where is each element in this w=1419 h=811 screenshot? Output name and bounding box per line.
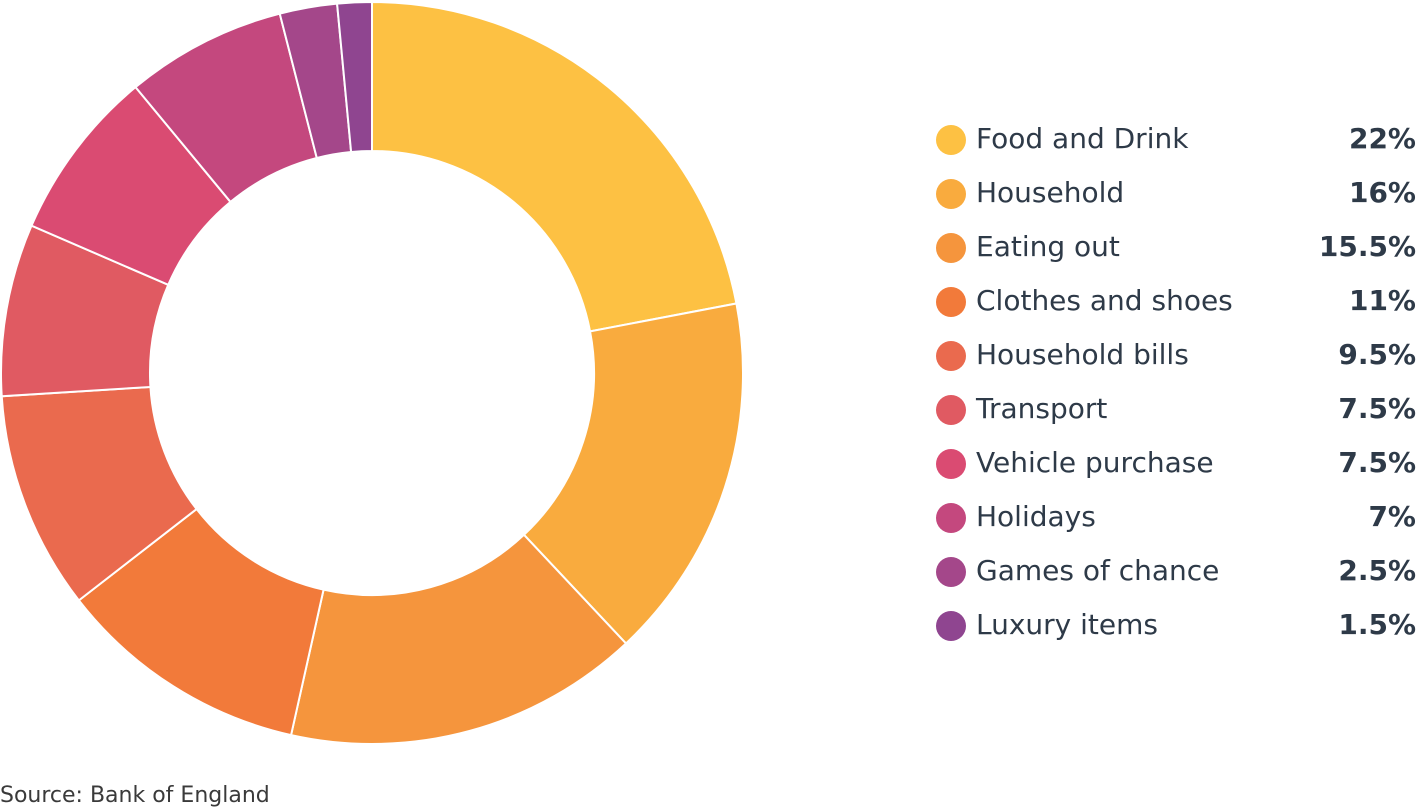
legend-label: Transport xyxy=(975,392,1107,425)
legend-label: Vehicle purchase xyxy=(976,446,1214,479)
legend-marker xyxy=(936,395,966,425)
legend-marker xyxy=(936,341,966,371)
source-note: Source: Bank of England xyxy=(0,783,270,808)
legend-label: Household xyxy=(976,176,1124,209)
legend-label: Luxury items xyxy=(976,608,1158,641)
legend-value: 7.5% xyxy=(1338,446,1416,479)
legend-value: 22% xyxy=(1349,122,1416,155)
legend-marker xyxy=(936,233,966,263)
legend-marker xyxy=(936,287,966,317)
legend-label: Household bills xyxy=(976,338,1189,371)
legend-label: Clothes and shoes xyxy=(976,284,1233,317)
legend-value: 11% xyxy=(1349,284,1416,317)
legend-value: 9.5% xyxy=(1338,338,1416,371)
donut-segment xyxy=(371,0,738,333)
legend-label: Food and Drink xyxy=(976,122,1189,155)
legend-marker xyxy=(936,125,966,155)
legend-label: Holidays xyxy=(976,500,1096,533)
legend-marker xyxy=(936,611,966,641)
legend-value: 1.5% xyxy=(1338,608,1416,641)
legend-marker xyxy=(936,503,966,533)
legend-value: 16% xyxy=(1349,176,1416,209)
legend-marker xyxy=(936,179,966,209)
legend-label: Eating out xyxy=(976,230,1120,263)
legend-value: 7.5% xyxy=(1338,392,1416,425)
legend-value: 15.5% xyxy=(1319,230,1416,263)
legend-marker xyxy=(936,557,966,587)
legend-value: 7% xyxy=(1368,500,1416,533)
donut-segment xyxy=(522,302,744,645)
donut-segment xyxy=(289,533,628,745)
legend-label: Games of chance xyxy=(976,554,1219,587)
legend-marker xyxy=(936,449,966,479)
legend-value: 2.5% xyxy=(1338,554,1416,587)
donut-segment xyxy=(335,0,373,154)
